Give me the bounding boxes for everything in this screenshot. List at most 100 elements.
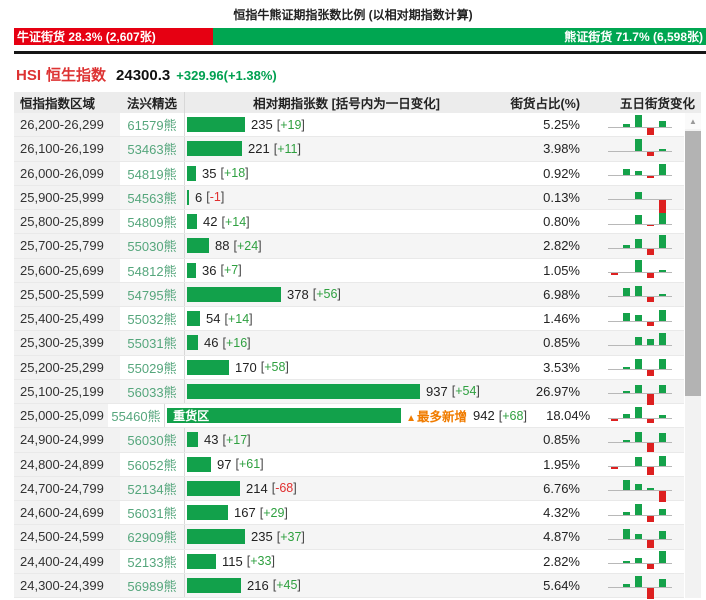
daily-change: [+68] [499,409,527,423]
table-row: 25,200-25,299 55029熊 170 [+58] 3.53% [14,355,684,380]
price-range: 24,300-24,399 [14,573,120,597]
spark-down-bar [647,442,654,452]
outstanding-percent: 6.98% [543,286,580,302]
index-quote-row: HSI 恒生指数 24300.3 +329.96(+1.38%) [16,64,706,84]
sparkline-baseline [608,563,672,565]
bracket-open: [ [220,166,224,181]
warrant-code-link[interactable]: 56031熊 [127,506,177,522]
warrant-code-link[interactable]: 55029熊 [127,360,177,376]
outstanding-percent: 1.46% [543,311,580,327]
warrant-code-link[interactable]: 61579熊 [127,118,177,134]
spark-down-bar [647,370,654,376]
bracket-close: ] [238,263,242,278]
five-day-sparkline [608,428,672,452]
change-value: +45 [276,578,298,593]
contracts-value: 170 [235,359,257,375]
change-value: +37 [280,529,302,544]
daily-change: [+11] [274,142,301,156]
scrollbar[interactable]: ▲ [685,113,701,598]
sparkline-baseline [608,538,672,540]
five-day-sparkline [608,161,672,185]
spark-up-bar [635,285,642,297]
warrant-code-link[interactable]: 56989熊 [127,578,177,594]
price-range: 24,500-24,599 [14,525,120,549]
spark-up-bar [623,313,630,321]
spark-up-bar [647,338,654,345]
bracket-close: ] [285,360,289,375]
change-value: -68 [275,481,294,496]
contracts-bar [187,335,198,351]
change-value: +18 [223,166,246,181]
spark-up-bar [659,235,666,248]
contracts-value: 97 [217,456,232,472]
contracts-value: 216 [247,577,269,593]
warrant-code-link[interactable]: 52133熊 [127,554,177,570]
outstanding-percent: 1.95% [543,456,580,472]
spark-up-bar [635,503,642,515]
outstanding-percent: 3.53% [543,359,580,375]
spark-up-bar [635,114,642,127]
warrant-code-link[interactable]: 53463熊 [127,142,177,158]
bracket-open: [ [206,190,210,205]
table-row: 24,800-24,899 56052熊 97 [+61] 1.95% [14,452,684,477]
spark-up-bar [623,439,630,442]
spark-down-bar [647,224,654,227]
table-header-row: 恒指指数区域 法兴精选 相对期指张数 [括号内为一日变化] 街货占比(%) 五日… [14,92,701,113]
bracket-open: [ [271,481,276,496]
warrant-code-link[interactable]: 54809熊 [127,215,177,231]
five-day-change-cell [588,428,684,452]
spark-up-bar [623,288,630,297]
change-value: +17 [225,432,248,447]
scrollbar-up-arrow-icon[interactable]: ▲ [685,113,701,129]
warrant-code-link[interactable]: 54563熊 [127,190,177,206]
warrant-code-link[interactable]: 52134熊 [127,481,177,497]
outstanding-percent: 4.32% [543,505,580,521]
contracts-value: 221 [248,141,270,157]
contracts-bar [187,383,420,399]
table-row: 24,600-24,699 56031熊 167 [+29] 4.32% [14,501,684,526]
warrant-code-link[interactable]: 55032熊 [127,312,177,328]
warrant-code-link[interactable]: 54812熊 [127,263,177,279]
price-range: 25,500-25,599 [14,282,120,306]
warrant-code-link[interactable]: 56033熊 [127,384,177,400]
bull-ratio-label: 牛证街货 28.3% (2,607张) [17,30,156,44]
change-value: +19 [280,117,302,132]
sparkline-baseline [608,199,672,201]
warrant-code-link[interactable]: 62909熊 [127,530,177,546]
contracts-bar [187,553,216,569]
bracket-open: [ [246,554,251,569]
spark-down-bar [647,418,654,424]
five-day-sparkline [608,404,672,428]
index-change: +329.96(+1.38%) [176,68,277,83]
scrollbar-thumb[interactable] [685,131,701,396]
price-range: 26,200-26,299 [14,113,120,137]
spark-up-bar [635,431,642,442]
spark-up-bar [635,314,642,321]
warrant-code-link[interactable]: 55460熊 [111,409,161,425]
warrant-code-link[interactable]: 55030熊 [127,239,177,255]
contracts-value: 235 [251,529,273,545]
five-day-sparkline [608,210,672,234]
sparkline-baseline [608,175,672,177]
contracts-value: 378 [287,286,309,302]
spark-up-bar [647,488,654,491]
bear-ratio-segment: 熊证街货 71.7% (6,598张) [212,28,706,45]
table-row: 26,000-26,099 54819熊 35 [+18] 0.92% [14,161,684,186]
outstanding-percent: 0.85% [543,335,580,351]
change-value: +58 [264,360,286,375]
warrant-code-link[interactable]: 54795熊 [127,287,177,303]
change-value: +14 [224,214,247,229]
warrant-code-link[interactable]: 56030熊 [127,433,177,449]
outstanding-percent: 2.82% [543,238,580,254]
price-range: 25,800-25,899 [14,210,120,234]
warrant-code-link[interactable]: 55031熊 [127,336,177,352]
warrant-code-link[interactable]: 54819熊 [127,166,177,182]
five-day-change-cell [588,259,684,282]
contracts-bar [187,456,211,472]
table-row: 25,500-25,599 54795熊 378 [+56] 6.98% [14,282,684,307]
bear-ratio-label: 熊证街货 71.7% (6,598张) [564,30,703,44]
bracket-close: ] [246,214,250,229]
warrant-code-link[interactable]: 56052熊 [127,457,177,473]
bracket-open: [ [260,360,265,375]
bracket-close: ] [245,166,249,181]
